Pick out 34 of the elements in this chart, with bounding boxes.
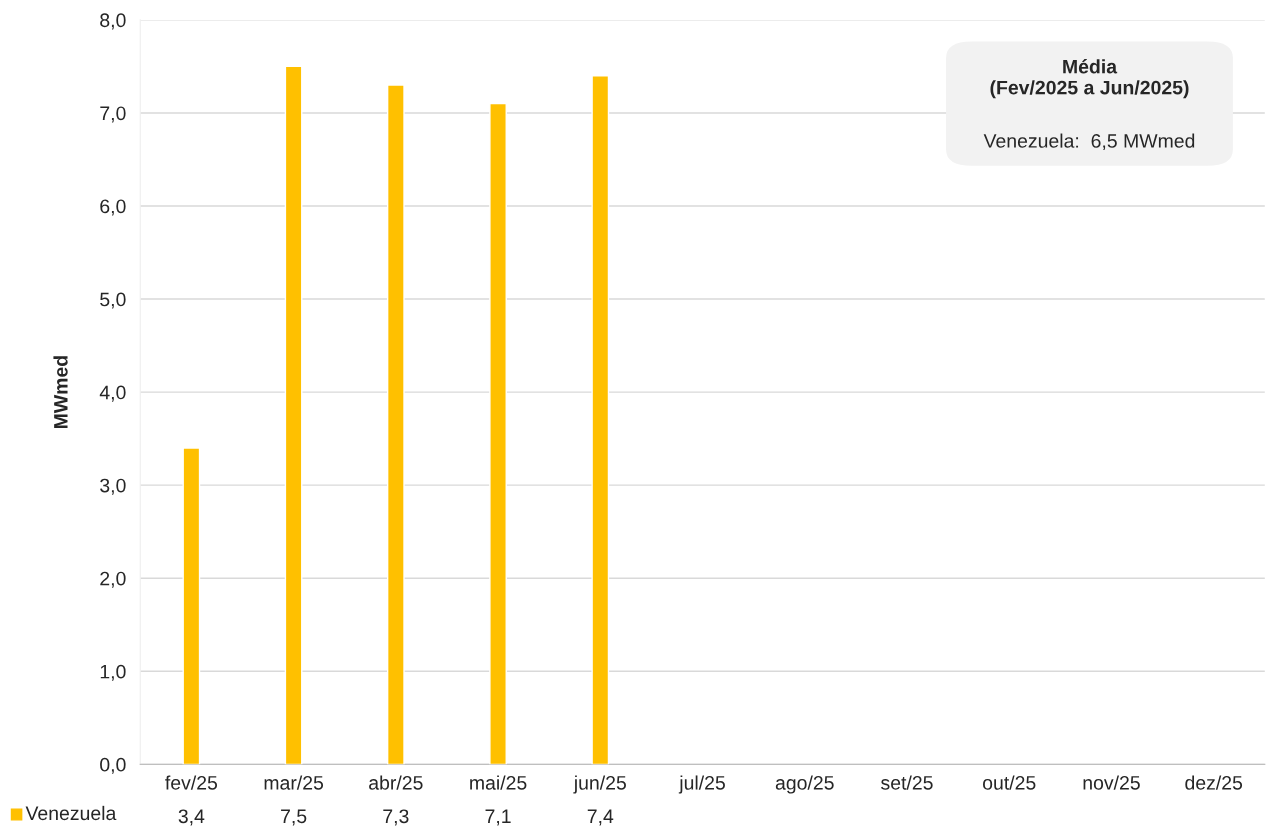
bar: [284, 65, 303, 765]
annotation: Média (Fev/2025 a Jun/2025): [990, 59, 1189, 99]
bar: [489, 102, 507, 765]
x-tick-label: mar/25: [264, 775, 324, 790]
bar: [386, 84, 405, 765]
bar: [182, 447, 201, 765]
y-tick-label: 0,0: [100, 757, 126, 774]
x-tick-label: dez/25: [1185, 775, 1243, 790]
x-tick-label: out/25: [983, 775, 1036, 790]
legend-label: Venezuela: [25, 805, 117, 821]
data-label: 7,4: [587, 809, 614, 826]
data-label: 7,3: [383, 809, 409, 826]
data-label: 7,5: [281, 809, 307, 826]
bar: [591, 75, 610, 765]
y-axis-title: MWmed: [53, 356, 68, 429]
x-tick-label: jul/25: [678, 775, 725, 794]
x-tick-label: mai/25: [470, 775, 527, 790]
y-tick-label: 7,0: [100, 106, 126, 123]
x-tick-label: nov/25: [1083, 775, 1140, 790]
x-tick-label: abr/25: [369, 775, 423, 790]
annotation: Venezuela: 6,5 MWmed: [983, 133, 1195, 151]
y-tick-label: 3,0: [100, 478, 126, 495]
y-tick-label: 8,0: [100, 13, 126, 30]
x-tick-label: fev/25: [165, 775, 218, 790]
data-label: 3,4: [178, 809, 205, 826]
y-tick-label: 2,0: [100, 571, 126, 588]
data-label: 7,1: [485, 809, 511, 826]
x-tick-label: ago/25: [775, 775, 834, 794]
y-tick-label: 1,0: [100, 664, 126, 681]
y-tick-label: 6,0: [100, 199, 126, 216]
x-tick-label: jun/25: [573, 775, 626, 794]
y-tick-label: 5,0: [100, 292, 126, 309]
x-tick-label: set/25: [881, 775, 933, 790]
y-tick-label: 4,0: [99, 385, 126, 402]
